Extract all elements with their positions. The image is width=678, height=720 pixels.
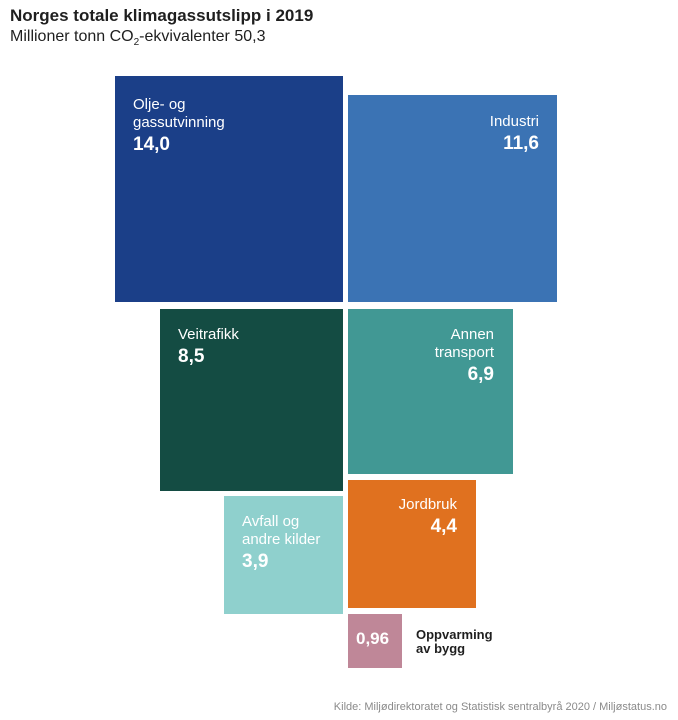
treemap-box-olje-og-gassutvinning: Olje- og gassutvinning 14,0: [115, 76, 343, 302]
value-veitrafikk: 8,5: [178, 346, 205, 367]
treemap-box-oppvarming-av-bygg: 0,96: [348, 614, 402, 668]
source-note: Kilde: Miljødirektoratet og Statistisk s…: [333, 701, 667, 713]
value-industri: 11,6: [503, 133, 539, 154]
label-veitrafikk: Veitrafikk: [178, 326, 239, 343]
chart-title: Norges totale klimagassutslipp i 2019: [10, 6, 314, 25]
chart-subtitle: Millioner tonn CO2-ekvivalenter 50,3: [10, 28, 266, 49]
label-oppvarming-av-bygg: Oppvarming av bygg: [416, 627, 493, 657]
value-jordbruk: 4,4: [430, 516, 457, 537]
treemap-box-jordbruk: Jordbruk 4,4: [348, 480, 476, 608]
label-jordbruk: Jordbruk: [398, 496, 457, 513]
value-olje-og-gassutvinning: 14,0: [133, 134, 170, 155]
treemap-box-annen-transport: Annen transport 6,9: [348, 309, 513, 474]
label-annen-transport: Annen transport: [434, 326, 494, 361]
value-oppvarming-av-bygg: 0,96: [356, 629, 390, 648]
treemap-box-industri: Industri 11,6: [348, 95, 557, 302]
label-industri: Industri: [489, 113, 539, 130]
treemap-box-veitrafikk: Veitrafikk 8,5: [160, 309, 343, 491]
value-annen-transport: 6,9: [467, 364, 494, 385]
label-avfall-og-andre-kilder: Avfall og andre kilder: [242, 513, 321, 548]
label-olje-og-gassutvinning: Olje- og gassutvinning: [133, 96, 225, 131]
treemap-box-avfall-og-andre-kilder: Avfall og andre kilder 3,9: [224, 496, 343, 614]
value-avfall-og-andre-kilder: 3,9: [242, 551, 269, 572]
